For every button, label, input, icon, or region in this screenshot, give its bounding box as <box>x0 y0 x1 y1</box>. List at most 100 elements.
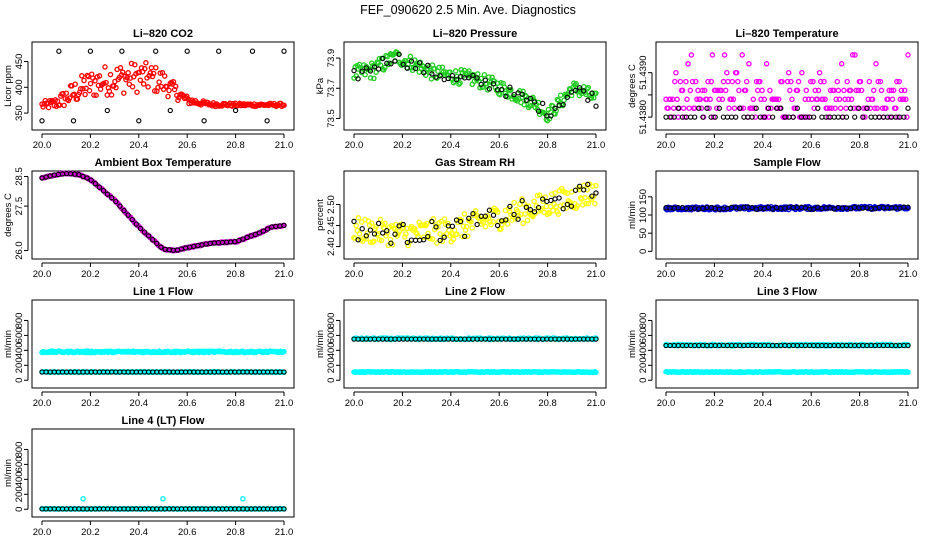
point-average <box>375 66 382 72</box>
point-1-minute <box>450 236 457 243</box>
point-1-minute <box>888 87 895 94</box>
point-1-minute <box>878 87 885 94</box>
point-1-minute <box>125 70 131 76</box>
point-1-minute <box>439 64 446 70</box>
point-1-minute <box>716 96 722 103</box>
point-1-minute <box>364 230 371 236</box>
point-1-minute <box>81 77 87 84</box>
point-average <box>136 118 142 124</box>
point-1-minute <box>857 78 864 85</box>
point-average <box>531 209 538 215</box>
point-average <box>499 86 505 93</box>
point-1-minute <box>718 87 725 94</box>
point-1-minute <box>520 88 526 95</box>
panel-title: Li–820 Pressure <box>433 28 517 40</box>
point-1-minute <box>414 230 420 237</box>
y-tick-label: 600 <box>326 327 337 343</box>
point-1-minute <box>546 115 553 122</box>
point-average <box>449 223 456 229</box>
point-1-minute <box>124 74 130 81</box>
x-tick-label: 21.0 <box>899 398 918 409</box>
y-axis-label: kPa <box>315 77 326 94</box>
point-1-minute <box>413 229 419 236</box>
point-1-minute-low <box>905 369 911 375</box>
y-tick-label: 600 <box>14 456 25 472</box>
point-1-minute <box>833 96 839 103</box>
y-tick-label: 51.4380 <box>638 100 649 134</box>
point-average <box>901 114 907 120</box>
point-1-minute <box>877 78 884 85</box>
point-1-minute <box>834 78 841 85</box>
point-1-minute <box>768 105 774 111</box>
point-1-minute <box>893 105 899 111</box>
x-tick-label: 20.8 <box>538 140 557 151</box>
panel-temperature: Li–820 Temperature degrees C 20.0 20.2 20.4 2… <box>627 28 919 151</box>
point-average <box>141 229 148 235</box>
point-1-minute <box>77 85 84 92</box>
point-1-minute <box>469 225 475 231</box>
point-average <box>511 211 517 218</box>
point-1-minute <box>424 220 430 227</box>
point-1-minute <box>175 97 181 104</box>
point-1-minute <box>682 114 688 120</box>
point-average <box>581 88 587 94</box>
y-axis-label: percent <box>315 199 326 231</box>
point-1-minute <box>851 105 857 111</box>
point-1-minute <box>460 223 467 229</box>
point-1-minute <box>795 78 802 85</box>
point-1-minute <box>72 81 78 87</box>
point-1-minute <box>720 78 727 85</box>
point-1-minute <box>436 64 442 71</box>
point-1-minute <box>697 96 704 103</box>
point-1-minute <box>367 75 374 81</box>
x-tick-label: 20.0 <box>657 398 676 409</box>
point-1-minute <box>809 96 815 103</box>
point-1-minute <box>520 220 526 227</box>
point-1-minute <box>355 215 362 221</box>
data-points <box>39 496 287 512</box>
x-tick-label: 20.4 <box>130 269 149 280</box>
point-1-minute <box>134 89 140 95</box>
x-tick-label: 20.4 <box>754 398 773 409</box>
point-average <box>466 75 472 81</box>
point-1-minute <box>674 96 680 103</box>
point-1-minute <box>482 223 489 230</box>
figure-title: FEF_090620 2.5 Min. Ave. Diagnostics <box>360 3 576 17</box>
point-1-minute <box>827 87 834 94</box>
point-average <box>531 99 538 105</box>
point-1-minute <box>680 105 687 111</box>
point-1-minute <box>74 96 81 102</box>
x-tick-label: 20.6 <box>802 140 821 151</box>
point-1-minute <box>156 79 162 85</box>
point-1-minute <box>184 93 190 100</box>
point-1-minute <box>808 78 814 85</box>
x-tick-label: 20.2 <box>81 398 100 409</box>
point-1-minute <box>842 96 848 103</box>
point-average <box>507 203 513 210</box>
y-tick-label: 50 <box>638 228 649 239</box>
point-average <box>104 191 111 197</box>
x-tick-label: 20.6 <box>178 398 197 409</box>
point-average <box>864 105 870 111</box>
x-tick-label: 20.0 <box>657 140 676 151</box>
point-average <box>260 228 267 234</box>
point-1-minute <box>66 95 73 101</box>
x-tick-label: 21.0 <box>899 140 918 151</box>
y-tick-label: 73.9 <box>326 49 337 68</box>
data-points <box>351 181 599 249</box>
point-1-minute <box>518 211 524 218</box>
point-1-minute <box>103 79 109 86</box>
point-average <box>769 114 776 120</box>
point-average <box>416 60 423 66</box>
x-tick-label: 21.0 <box>275 269 294 280</box>
point-1-minute <box>672 78 678 85</box>
point-average <box>137 225 144 232</box>
point-1-minute <box>787 87 793 94</box>
point-1-minute <box>832 105 838 111</box>
x-tick-label: 20.8 <box>538 269 557 280</box>
point-1-minute <box>729 78 736 85</box>
point-average <box>905 342 911 349</box>
point-average <box>400 221 406 228</box>
point-1-minute <box>96 73 103 79</box>
point-average <box>576 85 583 91</box>
